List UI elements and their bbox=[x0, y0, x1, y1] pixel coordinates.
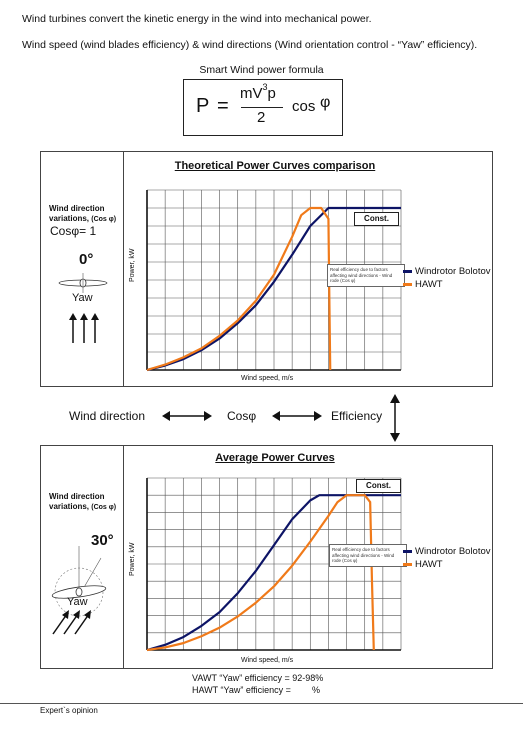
chart-title-average: Average Power Curves bbox=[215, 452, 335, 464]
legend-windrotor-label: Windrotor Bolotov bbox=[415, 266, 491, 277]
x-axis-label: Wind speed, m/s bbox=[241, 375, 294, 382]
series-windrotor-line bbox=[146, 206, 401, 372]
legend-windrotor-label: Windrotor Bolotov bbox=[415, 546, 491, 557]
x-axis-label: Wind speed, m/s bbox=[241, 657, 294, 664]
fraction-bar bbox=[241, 107, 283, 108]
legend-windrotor: Windrotor Bolotov bbox=[403, 546, 491, 557]
formula-numerator-base: mV bbox=[240, 85, 263, 102]
legend-hawt-swatch bbox=[403, 282, 412, 286]
legend-windrotor-swatch bbox=[403, 549, 412, 553]
legend-hawt: HAWT bbox=[403, 279, 443, 290]
angle-label: 0° bbox=[79, 251, 94, 268]
average-panel: Wind direction variations, (Cos φ) 30° Y… bbox=[40, 445, 493, 669]
panel-divider bbox=[123, 446, 124, 668]
side-title-cos: (Cos φ) bbox=[91, 504, 117, 511]
side-title-wind-direction: Wind direction variations, (Cos φ) bbox=[49, 492, 123, 513]
footer-label: Expert`s opinion bbox=[40, 706, 98, 715]
cos-phi-value: Cosφ= 1 bbox=[50, 224, 97, 238]
formula-numerator: mV3p bbox=[240, 82, 276, 102]
efficiency-note: Real efficiency due to factors affecting… bbox=[327, 264, 405, 287]
vawt-efficiency: VAWT “Yaw” efficiency = 92-98% bbox=[192, 673, 324, 683]
yaw-label: Yaw bbox=[72, 292, 93, 304]
hawt-efficiency-unit: % bbox=[311, 685, 320, 695]
formula-cos: cos bbox=[292, 98, 316, 115]
rotor-top-view-icon bbox=[58, 273, 108, 343]
formula-rho: p bbox=[267, 85, 276, 102]
efficiency-note: Real efficiency due to factors affecting… bbox=[329, 544, 407, 567]
side-title-text: Wind direction variations, bbox=[49, 492, 105, 511]
side-title-wind-direction: Wind direction variations, (Cos φ) bbox=[49, 204, 123, 225]
formula-phi: φ bbox=[320, 94, 331, 111]
formula-title: Smart Wind power formula bbox=[199, 64, 324, 76]
angle-label: 30° bbox=[91, 532, 114, 549]
const-label: Const. bbox=[356, 479, 401, 493]
intro-line-1: Wind turbines convert the kinetic energy… bbox=[22, 13, 372, 25]
const-label: Const. bbox=[354, 212, 399, 226]
intro-line-2: Wind speed (wind blades efficiency) & wi… bbox=[22, 39, 478, 51]
hawt-efficiency-label: HAWT “Yaw” efficiency = bbox=[192, 685, 291, 695]
series-hawt-line bbox=[146, 494, 375, 652]
side-title-text: Wind direction variations, bbox=[49, 204, 105, 223]
formula-lhs: P bbox=[196, 95, 210, 117]
theoretical-panel: Wind direction variations, (Cos φ) Cosφ=… bbox=[40, 151, 493, 387]
double-arrow-icon bbox=[162, 411, 212, 421]
legend-windrotor-swatch bbox=[403, 269, 412, 273]
chart-title-theoretical: Theoretical Power Curves comparison bbox=[174, 160, 376, 172]
hawt-efficiency: HAWT “Yaw” efficiency = % bbox=[192, 685, 320, 695]
yaw-label: Yaw bbox=[67, 596, 88, 608]
rotor-yaw-angle-icon bbox=[51, 546, 107, 635]
double-arrow-icon bbox=[272, 411, 322, 421]
formula-equals: = bbox=[217, 95, 229, 117]
series-hawt-line bbox=[146, 206, 332, 372]
formula-box: P = mV3p 2 cos φ bbox=[183, 79, 343, 136]
formula-exponent: 3 bbox=[262, 82, 268, 92]
formula-denominator: 2 bbox=[257, 109, 266, 126]
efficiency-label: Efficiency bbox=[331, 409, 383, 423]
average-power-chart bbox=[146, 477, 402, 652]
panel-divider bbox=[123, 152, 124, 386]
vertical-double-arrow-icon bbox=[390, 394, 400, 442]
side-title-cos: (Cos φ) bbox=[91, 216, 117, 223]
footer-divider bbox=[0, 703, 523, 704]
legend-hawt-label: HAWT bbox=[415, 559, 443, 570]
legend-hawt-swatch bbox=[403, 562, 412, 566]
cos-phi-label: Cosφ bbox=[227, 409, 257, 423]
legend-windrotor: Windrotor Bolotov bbox=[403, 266, 491, 277]
legend-hawt-label: HAWT bbox=[415, 279, 443, 290]
y-axis-label: Power, kW bbox=[129, 542, 136, 576]
y-axis-label: Power, kW bbox=[129, 248, 136, 282]
legend-hawt: HAWT bbox=[403, 559, 443, 570]
wind-direction-label: Wind direction bbox=[69, 409, 146, 423]
